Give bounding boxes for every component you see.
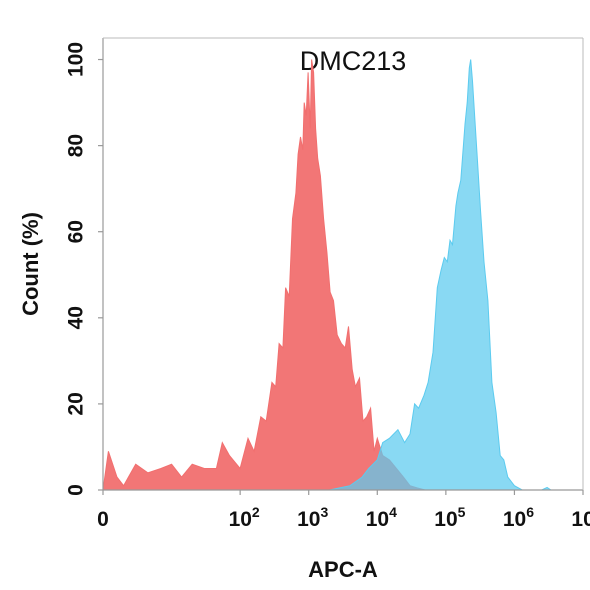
y-tick-label: 20 (65, 392, 88, 415)
x-tick-label: 107 (571, 504, 590, 531)
x-axis-label: APC-A (308, 557, 378, 582)
x-tick-label: 105 (434, 504, 465, 531)
y-tick-labels: 0 20 40 60 80 100 (65, 42, 88, 496)
series-fills (102, 59, 553, 491)
y-tick-label: 80 (65, 134, 88, 157)
series-2-histogram (329, 59, 553, 491)
x-tick-label: 106 (503, 504, 534, 531)
x-tick-label: 0 (97, 508, 109, 531)
chart-title: DMC213 (300, 46, 407, 76)
y-tick-label: 0 (65, 484, 88, 496)
x-tick-labels: 0 102 103 104 105 106 107 (97, 504, 590, 531)
axes (98, 37, 584, 495)
y-tick-label: 40 (65, 306, 88, 329)
x-tick-label: 103 (297, 504, 328, 531)
x-tick-label: 102 (229, 504, 260, 531)
y-axis-label: Count (%) (18, 212, 43, 316)
series-1-histogram (102, 59, 426, 491)
y-tick-label: 100 (65, 42, 88, 77)
x-tick-label: 104 (366, 504, 397, 531)
y-tick-label: 60 (65, 220, 88, 243)
